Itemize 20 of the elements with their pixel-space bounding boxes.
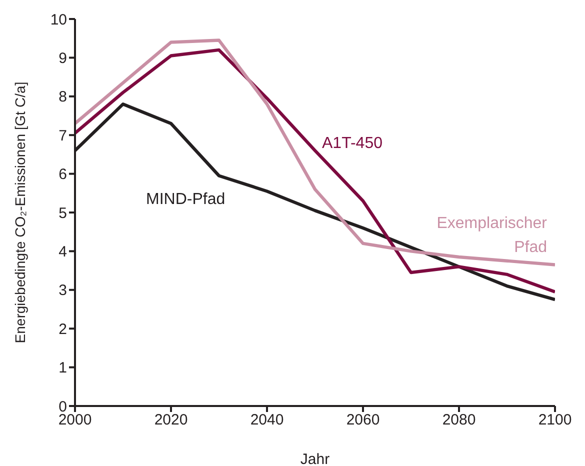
y-tick-label: 2: [58, 320, 67, 338]
series-label: MIND-Pfad: [146, 191, 226, 208]
y-tick-label: 3: [58, 282, 67, 300]
x-tick-label: 2020: [154, 412, 188, 429]
x-tick-label: 2100: [538, 412, 572, 429]
x-tick-label: 2040: [250, 412, 284, 429]
x-axis-title: Jahr: [300, 451, 330, 466]
y-tick-label: 7: [58, 127, 67, 144]
y-tick-label: 6: [58, 166, 67, 184]
series-label: A1T-450: [322, 135, 383, 152]
y-tick-label: 9: [58, 50, 67, 68]
y-tick-label: 1: [58, 360, 67, 377]
y-tick-label: 4: [58, 244, 67, 261]
x-tick-label: 2060: [346, 412, 380, 429]
y-tick-label: 10: [50, 11, 67, 28]
y-tick-label: 8: [58, 88, 67, 106]
series-label: Exemplarischer Pfad: [436, 215, 548, 256]
x-tick-label: 2080: [442, 412, 476, 429]
y-axis-title: Energiebedingte CO₂-Emissionen [Gt C/a]: [12, 82, 28, 344]
y-tick-label: 5: [58, 204, 67, 222]
